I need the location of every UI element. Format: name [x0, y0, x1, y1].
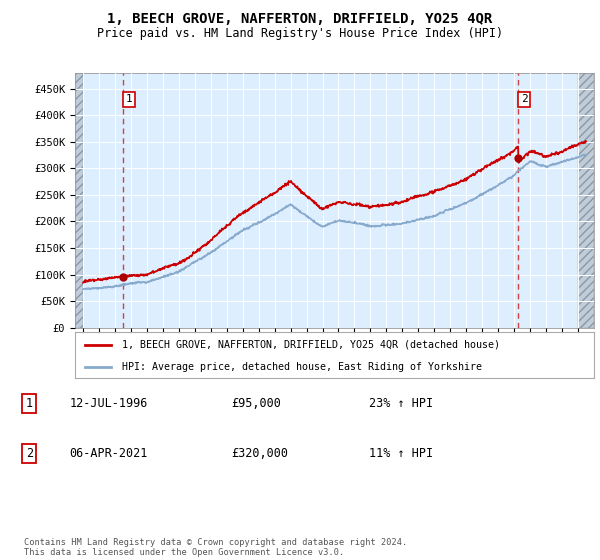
- Bar: [75, 73, 83, 328]
- Text: £320,000: £320,000: [231, 447, 288, 460]
- Bar: [75, 73, 83, 328]
- Text: 11% ↑ HPI: 11% ↑ HPI: [369, 447, 433, 460]
- Text: 23% ↑ HPI: 23% ↑ HPI: [369, 397, 433, 410]
- Text: 06-APR-2021: 06-APR-2021: [70, 447, 148, 460]
- Bar: [578, 73, 594, 328]
- Text: £95,000: £95,000: [231, 397, 281, 410]
- Text: Price paid vs. HM Land Registry's House Price Index (HPI): Price paid vs. HM Land Registry's House …: [97, 27, 503, 40]
- Text: 1: 1: [126, 94, 133, 104]
- Text: 1, BEECH GROVE, NAFFERTON, DRIFFIELD, YO25 4QR: 1, BEECH GROVE, NAFFERTON, DRIFFIELD, YO…: [107, 12, 493, 26]
- Text: Contains HM Land Registry data © Crown copyright and database right 2024.
This d: Contains HM Land Registry data © Crown c…: [24, 538, 407, 557]
- Text: 1: 1: [26, 397, 33, 410]
- Bar: [578, 73, 594, 328]
- Text: 2: 2: [26, 447, 33, 460]
- Text: 12-JUL-1996: 12-JUL-1996: [70, 397, 148, 410]
- Text: 1, BEECH GROVE, NAFFERTON, DRIFFIELD, YO25 4QR (detached house): 1, BEECH GROVE, NAFFERTON, DRIFFIELD, YO…: [122, 340, 500, 350]
- Text: 2: 2: [521, 94, 527, 104]
- Text: HPI: Average price, detached house, East Riding of Yorkshire: HPI: Average price, detached house, East…: [122, 362, 482, 371]
